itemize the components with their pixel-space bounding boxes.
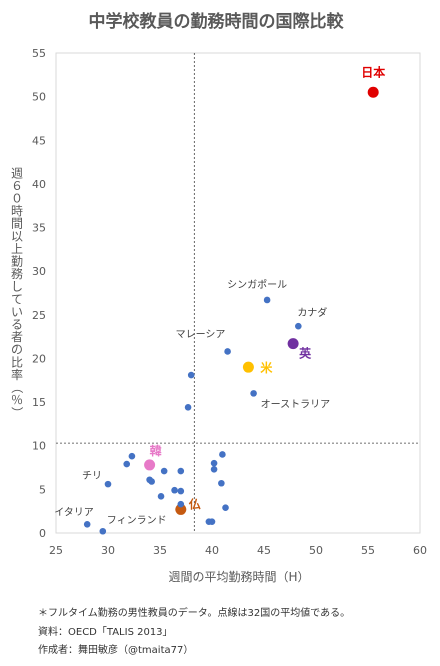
y-tick-label: 35 [32, 222, 46, 235]
y-label-char: て [11, 292, 23, 306]
point-label: チリ [82, 470, 102, 482]
y-tick-label: 0 [39, 527, 46, 540]
data-point [177, 500, 185, 508]
chart-title: 中学校教員の勤務時間の国際比較 [89, 11, 345, 32]
data-point [175, 503, 187, 515]
data-point [99, 527, 107, 535]
y-label-char: 勤 [11, 255, 23, 269]
data-point [210, 465, 218, 473]
x-tick-label: 55 [361, 544, 375, 557]
y-tick-label: 5 [39, 483, 46, 496]
footnote-source: 資料：OECD「TALIS 2013」 [38, 627, 173, 638]
y-label-char: 務 [11, 267, 23, 281]
data-point [104, 480, 112, 488]
data-point [184, 404, 192, 411]
data-point [187, 371, 195, 379]
y-tick-label: 40 [32, 178, 46, 191]
footnote-note: ＊フルタイム勤務の男性教員のデータ。点線は32国の平均値である。 [38, 608, 351, 619]
y-tick-label: 20 [32, 352, 46, 365]
data-point [219, 451, 226, 458]
data-points [83, 86, 379, 535]
plot-border [55, 52, 421, 534]
data-point [367, 86, 379, 98]
y-label-char: 週 [11, 166, 23, 180]
data-point [218, 479, 225, 487]
y-tick-label: 45 [32, 134, 46, 147]
data-point [242, 361, 254, 373]
scatter-chart: 中学校教員の勤務時間の国際比較 25 30 35 40 45 50 55 60 0 5 10 15 2… [10, 11, 427, 584]
point-label: 仏 [189, 497, 201, 511]
y-tick-label: 10 [32, 440, 46, 453]
data-point [123, 460, 131, 468]
data-point [177, 467, 185, 475]
point-label: オーストラリア [261, 398, 331, 410]
y-label-char: 間 [11, 217, 23, 231]
y-label-char: し [11, 280, 23, 294]
point-label: 日本 [361, 64, 385, 79]
y-tick-label: 25 [32, 309, 46, 322]
data-point [160, 467, 168, 475]
point-label: シンガポール [227, 279, 287, 291]
data-point [287, 338, 299, 350]
y-label-char: ６ [11, 179, 23, 193]
y-label-char: 時 [11, 204, 23, 218]
y-label-char: の [11, 343, 23, 357]
plot-frame [55, 52, 421, 534]
footnote-author: 作成者：舞田敏彦（@tmaita77） [38, 645, 194, 656]
x-tick-label: 30 [101, 544, 115, 557]
point-label: マレーシア [176, 329, 226, 340]
x-axis-ticks: 25 30 35 40 45 50 55 60 [49, 544, 427, 557]
data-point [208, 518, 216, 525]
x-tick-label: 45 [257, 544, 271, 557]
y-axis-ticks: 0 5 10 15 20 25 30 35 40 45 50 55 [32, 47, 46, 540]
data-point [177, 487, 185, 495]
y-tick-label: 15 [32, 396, 46, 409]
point-label: イタリア [54, 506, 94, 518]
y-label-char: 者 [11, 330, 23, 344]
data-point [148, 478, 155, 485]
data-point [144, 459, 156, 471]
y-label-char: ） [10, 407, 24, 419]
point-label: カナダ [297, 306, 327, 319]
data-point [210, 459, 218, 467]
data-point [250, 390, 257, 397]
data-point [157, 493, 165, 500]
y-tick-label: 55 [32, 47, 46, 60]
x-tick-label: 25 [49, 544, 63, 557]
x-tick-label: 40 [205, 544, 219, 557]
point-label: 英 [299, 346, 312, 361]
data-point [295, 322, 302, 330]
y-label-char: ％ [11, 393, 23, 407]
y-tick-label: 30 [32, 265, 46, 278]
data-point [263, 296, 271, 304]
data-point [128, 452, 136, 460]
y-label-char: （ [10, 381, 24, 393]
x-tick-label: 60 [413, 544, 427, 557]
y-label-char: い [11, 305, 23, 319]
data-point [171, 486, 178, 494]
y-label-char: 上 [11, 242, 23, 256]
point-label: フィンランド [107, 514, 167, 526]
point-label: 韓 [150, 443, 162, 458]
x-tick-label: 35 [153, 544, 167, 557]
data-point [224, 348, 231, 355]
point-label: 米 [260, 360, 273, 375]
y-label-char: 率 [11, 367, 23, 382]
y-label-char: ０ [11, 192, 23, 206]
x-axis-label: 週間の平均勤務時間（H） [168, 570, 309, 584]
y-tick-label: 50 [32, 91, 46, 104]
data-point [83, 520, 91, 528]
x-tick-label: 50 [309, 544, 323, 557]
reference-lines [56, 53, 420, 533]
y-label-char: 以 [11, 229, 23, 243]
data-point [222, 504, 229, 511]
y-label-char: 比 [11, 355, 23, 369]
y-label-char: る [11, 318, 23, 332]
